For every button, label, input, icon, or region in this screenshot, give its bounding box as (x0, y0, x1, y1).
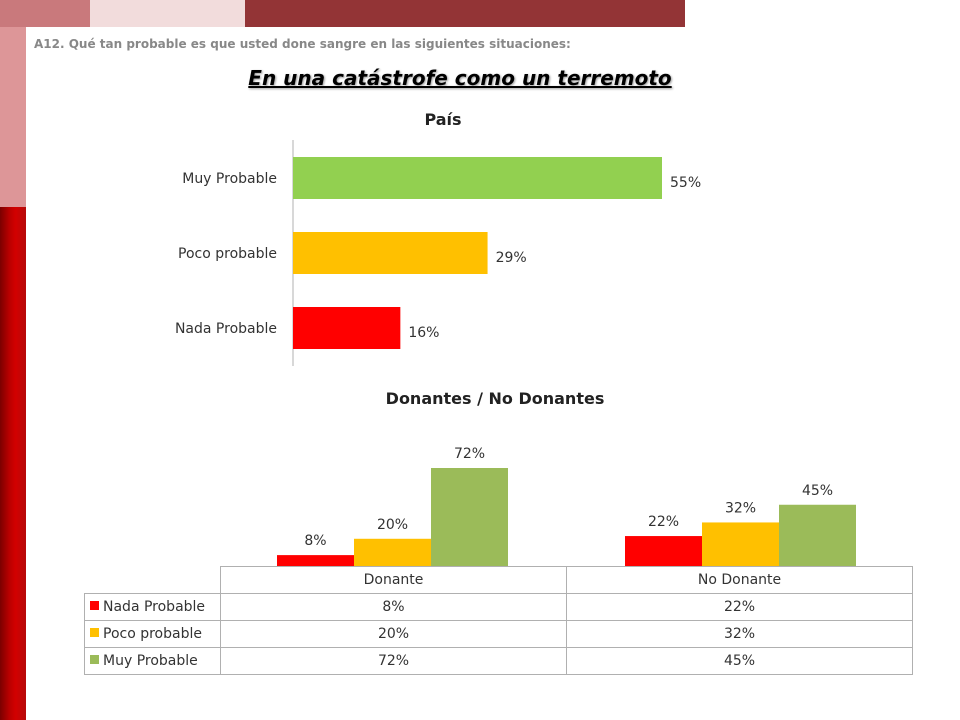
legend-swatch (90, 628, 99, 637)
chart-pais: Muy Probable 55% Poco probable 29% Nada Prob… (175, 140, 701, 366)
bar (702, 522, 779, 566)
data-label: 20% (377, 517, 408, 533)
table-cell: 8% (220, 593, 567, 621)
data-label: 8% (304, 533, 326, 549)
bar (293, 232, 488, 274)
bar (293, 307, 401, 349)
chart-donantes-title: Donantes / No Donantes (385, 389, 605, 408)
table-corner (84, 566, 221, 594)
table-cell: 22% (566, 593, 913, 621)
legend-label: Muy Probable (103, 653, 198, 669)
side-bar-dark (0, 207, 26, 720)
chart-donantes: 8% 20% 72% 22% 32% 45% (277, 446, 856, 566)
header-bar-segment (0, 0, 90, 27)
table-header-cell: No Donante (566, 566, 913, 594)
bar (354, 538, 431, 566)
bar (779, 504, 856, 566)
table-cell: 72% (220, 647, 567, 675)
bar (277, 555, 354, 566)
category-label: Muy Probable (182, 171, 277, 187)
legend-entry: Nada Probable (84, 593, 221, 621)
side-bar-light (0, 27, 26, 207)
legend-swatch (90, 601, 99, 610)
data-label: 16% (408, 325, 439, 341)
table-header-cell: Donante (220, 566, 567, 594)
legend-label: Poco probable (103, 626, 202, 642)
legend-swatch (90, 655, 99, 664)
category-label: Poco probable (178, 246, 277, 262)
data-label: 32% (725, 500, 756, 516)
data-label: 29% (496, 250, 527, 266)
bar (431, 468, 508, 566)
table-row: Nada Probable 8% 22% (84, 593, 913, 621)
legend-entry: Muy Probable (84, 647, 221, 675)
chart-pais-title: País (424, 110, 462, 129)
data-label: 22% (648, 514, 679, 530)
category-label: Nada Probable (175, 321, 277, 337)
bar (625, 536, 702, 566)
table-cell: 32% (566, 620, 913, 648)
table-cell: 20% (220, 620, 567, 648)
bar (293, 157, 662, 199)
table-header-row: Donante No Donante (84, 566, 913, 594)
table-cell: 45% (566, 647, 913, 675)
data-label: 45% (802, 483, 833, 499)
chart-data-table: Donante No Donante Nada Probable 8% 22% … (84, 566, 913, 675)
table-row: Muy Probable 72% 45% (84, 647, 913, 675)
header-bar-segment (90, 0, 245, 27)
table-row: Poco probable 20% 32% (84, 620, 913, 648)
data-label: 72% (454, 446, 485, 462)
header-bar-segment (245, 0, 685, 27)
data-label: 55% (670, 175, 701, 191)
legend-label: Nada Probable (103, 599, 206, 615)
slide-title: En una catástrofe como un terremoto (248, 66, 672, 90)
question-text: A12. Qué tan probable es que usted done … (34, 37, 571, 51)
legend-entry: Poco probable (84, 620, 221, 648)
